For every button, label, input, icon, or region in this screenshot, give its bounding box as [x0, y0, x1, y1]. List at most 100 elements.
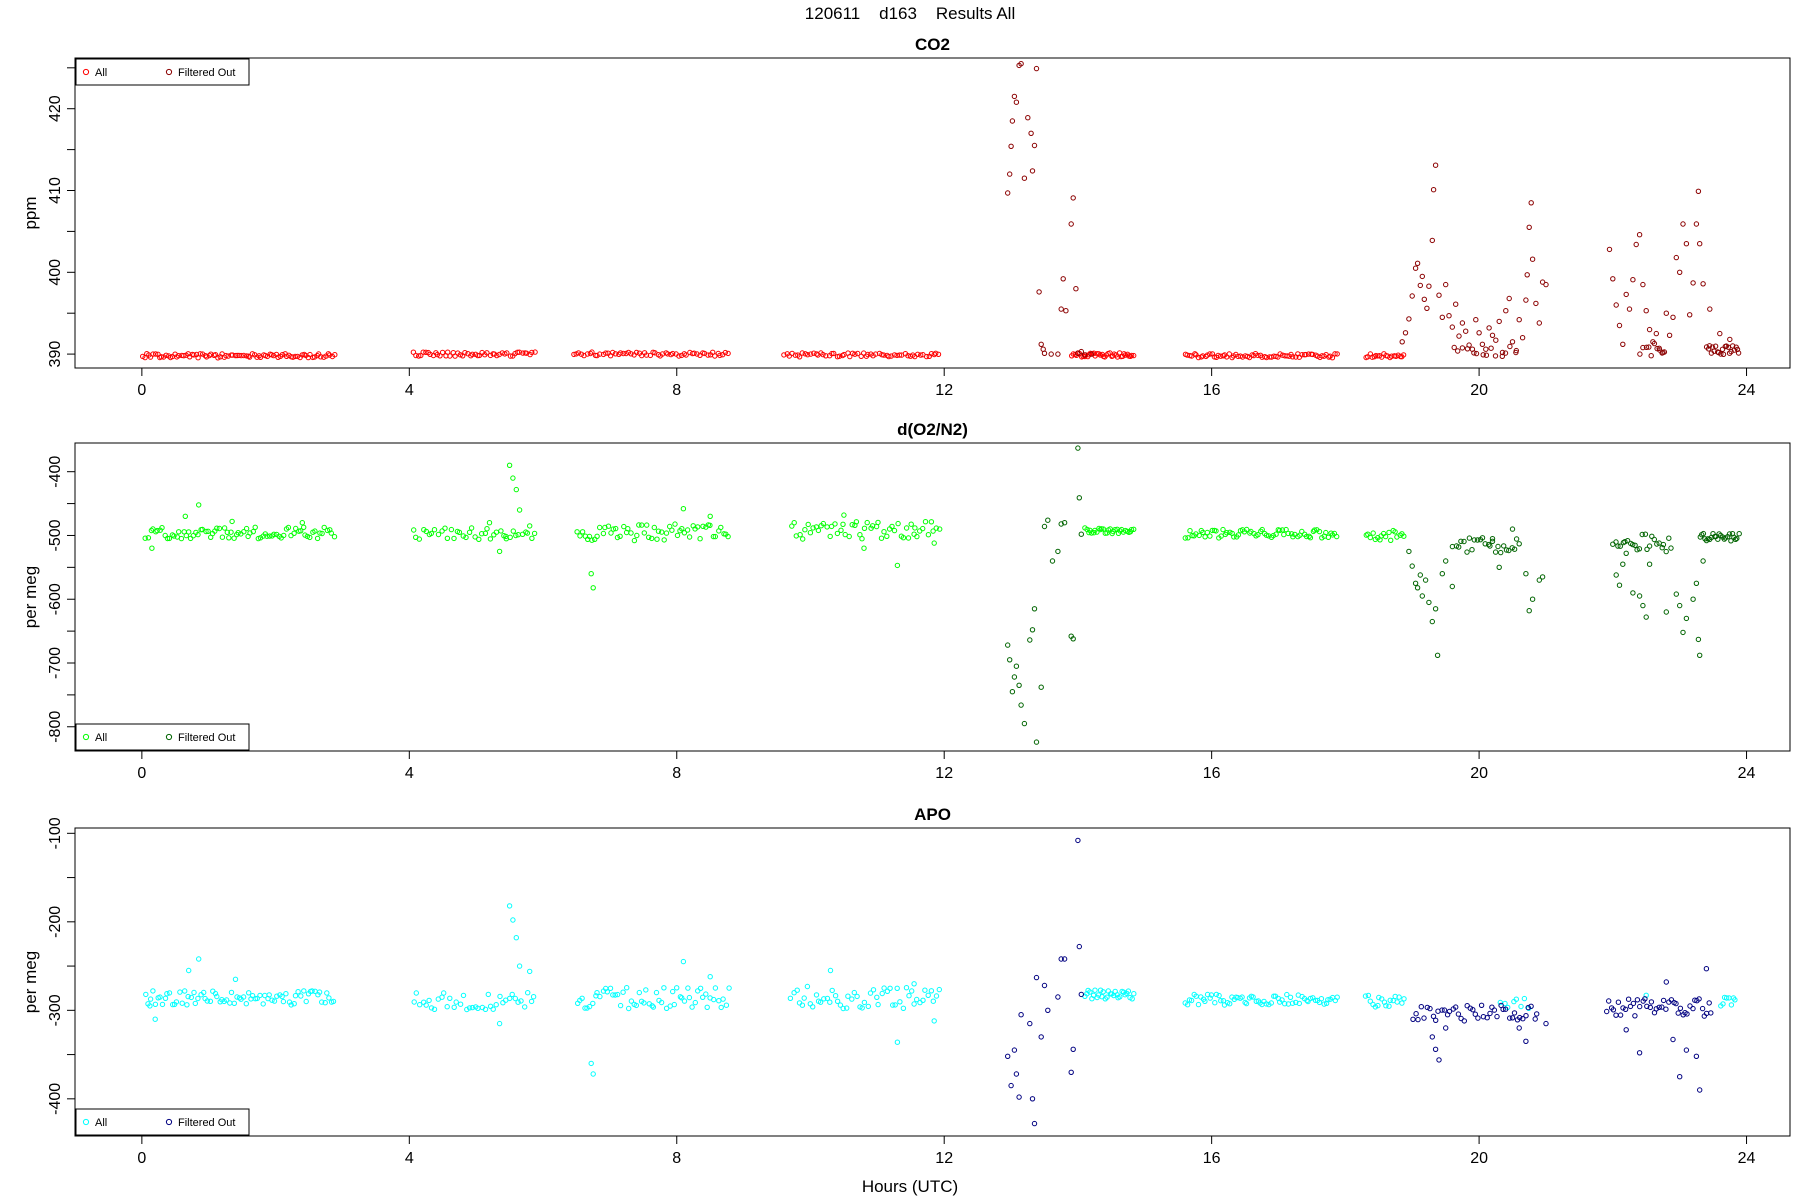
data-point — [837, 1002, 844, 1008]
data-point — [865, 1003, 871, 1010]
data-point — [829, 987, 835, 994]
data-point — [274, 993, 280, 999]
data-point — [1606, 246, 1613, 253]
data-point — [605, 523, 612, 529]
data-point — [410, 349, 417, 355]
data-point — [889, 523, 895, 530]
data-point — [1483, 352, 1490, 358]
data-point — [191, 989, 197, 996]
data-point — [1131, 352, 1137, 359]
data-point — [231, 535, 237, 541]
data-point — [1646, 561, 1653, 567]
data-point — [203, 354, 210, 360]
data-point — [1643, 614, 1649, 620]
data-point — [266, 533, 273, 539]
x-tick-label: 4 — [405, 765, 414, 782]
data-point — [1432, 162, 1439, 168]
data-point — [175, 353, 182, 359]
data-point — [1734, 535, 1740, 542]
data-point — [1396, 994, 1402, 1000]
data-point — [1495, 543, 1501, 550]
data-point — [679, 995, 685, 1001]
data-point — [170, 1001, 176, 1008]
data-point — [1070, 636, 1076, 642]
data-point — [824, 995, 831, 1002]
data-point — [1624, 538, 1631, 544]
data-point — [1636, 1050, 1643, 1056]
data-point — [203, 528, 209, 535]
data-point — [597, 524, 603, 531]
data-point — [1227, 1001, 1233, 1007]
data-point — [903, 985, 910, 991]
data-point — [1496, 318, 1502, 325]
data-point — [243, 525, 250, 532]
data-point — [1439, 1007, 1445, 1013]
data-point — [1287, 994, 1294, 1000]
data-point — [723, 1002, 730, 1008]
legend-label: Filtered Out — [178, 1117, 235, 1129]
data-point — [917, 999, 923, 1006]
data-point — [890, 1002, 896, 1008]
data-point — [851, 989, 857, 996]
data-point — [1466, 342, 1472, 348]
data-point — [1636, 546, 1643, 552]
data-point — [1068, 1069, 1074, 1076]
data-point — [1654, 541, 1660, 547]
data-point — [900, 535, 907, 541]
data-point — [1488, 345, 1494, 351]
data-point — [621, 523, 627, 530]
data-point — [1677, 1074, 1683, 1080]
data-point — [1235, 532, 1242, 538]
data-point — [301, 524, 307, 530]
data-point — [1013, 1071, 1020, 1077]
data-point — [875, 519, 881, 526]
data-point — [431, 527, 438, 533]
data-point — [922, 519, 929, 525]
data-point — [1502, 350, 1509, 356]
data-point — [510, 528, 516, 534]
data-point — [1475, 1015, 1481, 1021]
data-point — [494, 352, 500, 359]
data-point — [669, 527, 675, 533]
data-point — [162, 995, 169, 1001]
legend-marker — [165, 1118, 173, 1126]
data-point — [663, 530, 670, 536]
data-point — [1464, 549, 1470, 555]
data-point — [1432, 606, 1439, 612]
data-point — [1503, 308, 1509, 314]
data-point — [1479, 535, 1486, 541]
y-tick-label: -600 — [47, 583, 64, 615]
data-point — [1659, 545, 1665, 551]
data-point — [1484, 1015, 1490, 1021]
data-point — [1489, 536, 1496, 542]
data-point — [878, 535, 885, 541]
data-point — [1131, 991, 1137, 997]
data-point — [625, 526, 631, 532]
data-point — [447, 353, 453, 359]
data-point — [532, 349, 538, 355]
data-point — [1496, 564, 1502, 570]
data-point — [280, 998, 287, 1005]
y-tick-label: -400 — [47, 1083, 64, 1115]
data-point — [1497, 999, 1504, 1006]
data-point — [271, 998, 278, 1004]
data-point — [149, 545, 155, 551]
data-point — [1011, 674, 1018, 680]
data-point — [1543, 1020, 1549, 1027]
data-point — [524, 530, 531, 536]
data-point — [453, 999, 459, 1005]
data-point — [1415, 1016, 1421, 1023]
data-point — [1410, 1016, 1416, 1022]
data-point — [628, 351, 634, 357]
data-point — [827, 999, 833, 1005]
data-point — [624, 985, 630, 991]
data-point — [661, 985, 667, 991]
data-point — [1125, 988, 1132, 994]
data-point — [147, 1003, 153, 1009]
data-point — [1009, 118, 1016, 124]
data-point — [1117, 994, 1123, 1000]
data-point — [589, 537, 595, 543]
data-point — [416, 353, 422, 359]
data-point — [1521, 995, 1528, 1002]
data-point — [303, 998, 309, 1005]
